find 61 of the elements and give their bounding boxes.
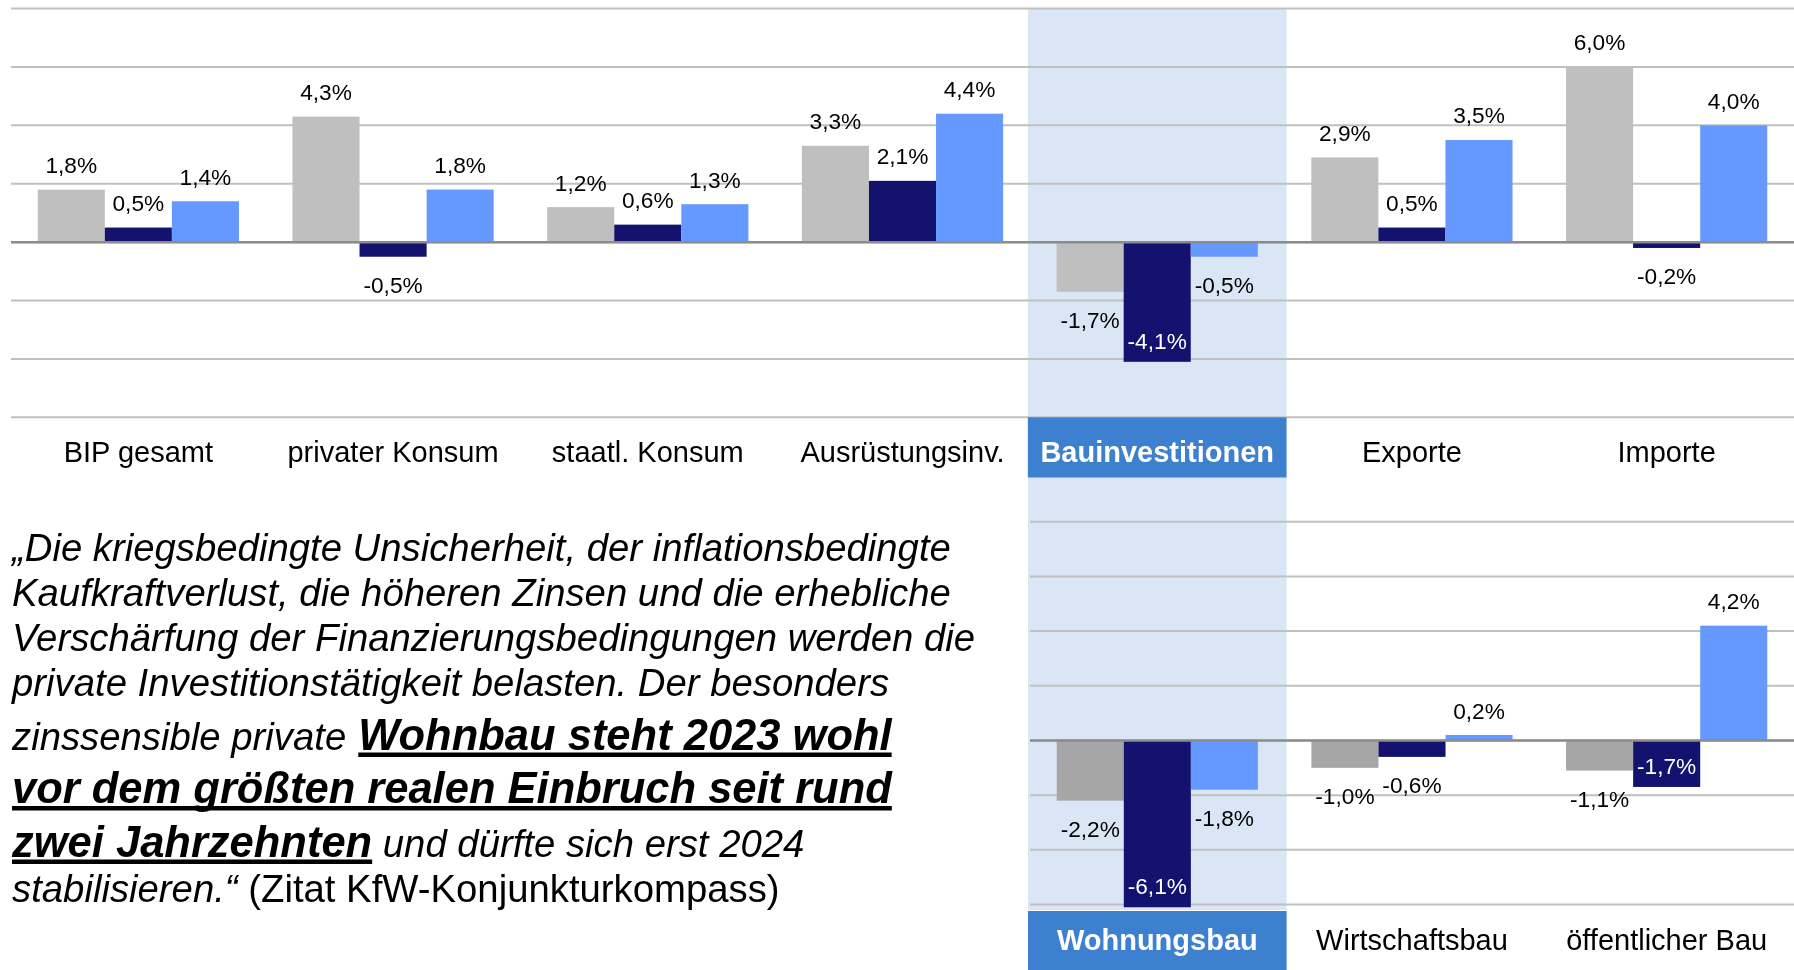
text: vor dem größten realen Einbruch seit rund [12,764,894,812]
bar [171,201,239,243]
x-tick-label: Exporte [1361,436,1462,468]
data-label: 3,3% [809,108,862,135]
data-label: 1,2% [554,169,607,196]
x-tick-label: Importe [1617,436,1716,468]
x-tick-label: privater Konsum [287,436,499,468]
x-tick-label: öffentlicher Bau [1566,924,1768,956]
data-label: 3,5% [1453,102,1505,129]
bar [936,113,1004,243]
data-label: -1,7% [1060,306,1120,333]
text: Wohnbau steht 2023 wohl [358,710,893,759]
bar [868,180,937,243]
x-tick-label: Bauinvestitionen [1040,436,1275,468]
text: zinssensible private [11,714,347,758]
data-label: 4,3% [300,79,352,106]
text: stabilisieren.“ [12,866,240,910]
data-label: 0,5% [1386,190,1438,217]
text: zwei Jahrzehnten [11,817,373,866]
x-tick-label: Wohnungsbau [1056,924,1258,956]
data-label: -6,1% [1127,873,1187,900]
data-label: 0,5% [112,190,165,217]
data-label: 4,4% [943,76,996,103]
x-tick-label: BIP gesamt [63,436,214,468]
bar [614,224,682,243]
bar [1190,242,1258,257]
data-label: -4,1% [1127,327,1187,354]
x-tick-label: Ausrüstungsinv. [800,436,1005,468]
data-label: 4,0% [1707,87,1760,114]
bar [359,242,427,257]
data-label: 6,0% [1573,29,1626,56]
data-label: -1,8% [1194,804,1255,831]
data-label: 1,3% [689,166,741,193]
bar [1056,242,1124,292]
data-label: -0,2% [1637,262,1697,289]
data-label: -1,1% [1569,785,1630,812]
bar [1700,125,1768,243]
data-label: -1,0% [1315,782,1375,809]
data-label: 1,8% [434,152,487,179]
data-label: 1,8% [45,152,98,179]
x-tick-label: Wirtschaftsbau [1316,924,1508,956]
text: (Zitat KfW-Konjunkturkompass) [248,866,780,910]
text: und dürfte sich erst 2024 [382,821,805,865]
data-label: 4,2% [1707,588,1760,615]
data-label: 2,9% [1318,119,1371,146]
data-label: -0,6% [1382,771,1442,798]
bar [426,189,494,243]
bar [547,207,615,243]
bar [1445,139,1513,243]
bar [1123,242,1191,362]
data-label: 0,6% [621,187,674,214]
x-tick-label: staatl. Konsum [551,436,744,468]
data-label: 1,4% [179,163,232,190]
data-label: 2,1% [876,143,929,170]
bar [681,204,749,243]
data-label: -1,7% [1637,752,1697,779]
data-label: -0,5% [1194,271,1254,298]
data-label: 0,2% [1453,697,1505,724]
data-label: -2,2% [1060,815,1120,842]
bar [37,189,105,243]
data-label: -0,5% [363,271,423,298]
